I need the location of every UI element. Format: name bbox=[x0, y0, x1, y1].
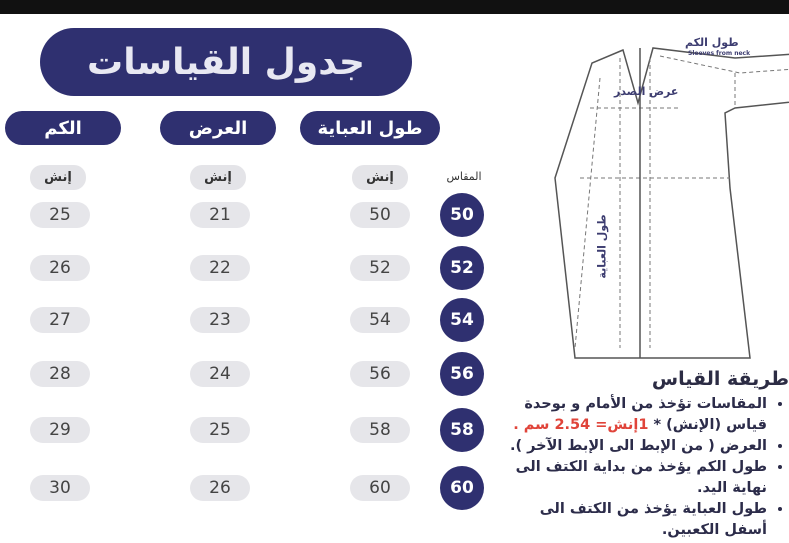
length-value: 52 bbox=[350, 255, 410, 281]
how-to-item: طول العباية يؤخذ من الكتف الى أسفل الكعب… bbox=[500, 499, 767, 541]
length-value: 54 bbox=[350, 307, 410, 333]
size-badge: 58 bbox=[440, 408, 484, 452]
width-value: 22 bbox=[190, 255, 250, 281]
page-title: جدول القياسات bbox=[40, 28, 412, 96]
header-length: طول العباية bbox=[300, 111, 440, 145]
unit-width: إنش bbox=[190, 165, 246, 190]
size-badge: 50 bbox=[440, 193, 484, 237]
header-width: العرض bbox=[160, 111, 276, 145]
width-value: 23 bbox=[190, 307, 250, 333]
header-size: المقاس bbox=[446, 170, 482, 183]
how-to-item: طول الكم يؤخذ من بداية الكتف الى نهاية ا… bbox=[500, 457, 767, 499]
garment-diagram bbox=[554, 47, 789, 359]
width-value: 26 bbox=[190, 475, 250, 501]
size-badge: 60 bbox=[440, 466, 484, 510]
sleeve-value: 25 bbox=[30, 202, 90, 228]
sleeve-label: طول الكم bbox=[685, 36, 739, 49]
how-to-item: المقاسات تؤخذ من الأمام و بوحدة قياس (ال… bbox=[500, 394, 767, 436]
size-badge: 52 bbox=[440, 246, 484, 290]
sleeve-value: 30 bbox=[30, 475, 90, 501]
sleeve-value: 28 bbox=[30, 361, 90, 387]
length-label: طول العباية bbox=[595, 214, 609, 279]
width-value: 21 bbox=[190, 202, 250, 228]
header-sleeve: الكم bbox=[5, 111, 121, 145]
how-to-title: طريقة القياس bbox=[651, 368, 789, 390]
length-value: 50 bbox=[350, 202, 410, 228]
sleeve-value: 26 bbox=[30, 255, 90, 281]
sleeve-value: 29 bbox=[30, 417, 90, 443]
unit-length: إنش bbox=[352, 165, 408, 190]
how-to-measure: طريقة القياس المقاسات تؤخذ من الأمام و ب… bbox=[500, 368, 789, 541]
length-value: 56 bbox=[350, 361, 410, 387]
chest-label: عرض الصدر bbox=[614, 85, 679, 98]
how-to-item: العرض ( من الإبط الى الإبط الآخر ). bbox=[500, 436, 767, 457]
length-value: 60 bbox=[350, 475, 410, 501]
width-value: 24 bbox=[190, 361, 250, 387]
sleeve-sub-label: Sleeves from neck bbox=[688, 50, 751, 57]
size-badge: 56 bbox=[440, 352, 484, 396]
sleeve-value: 27 bbox=[30, 307, 90, 333]
top-bar bbox=[0, 0, 789, 14]
width-value: 25 bbox=[190, 417, 250, 443]
size-badge: 54 bbox=[440, 298, 484, 342]
unit-sleeve: إنش bbox=[30, 165, 86, 190]
length-value: 58 bbox=[350, 417, 410, 443]
